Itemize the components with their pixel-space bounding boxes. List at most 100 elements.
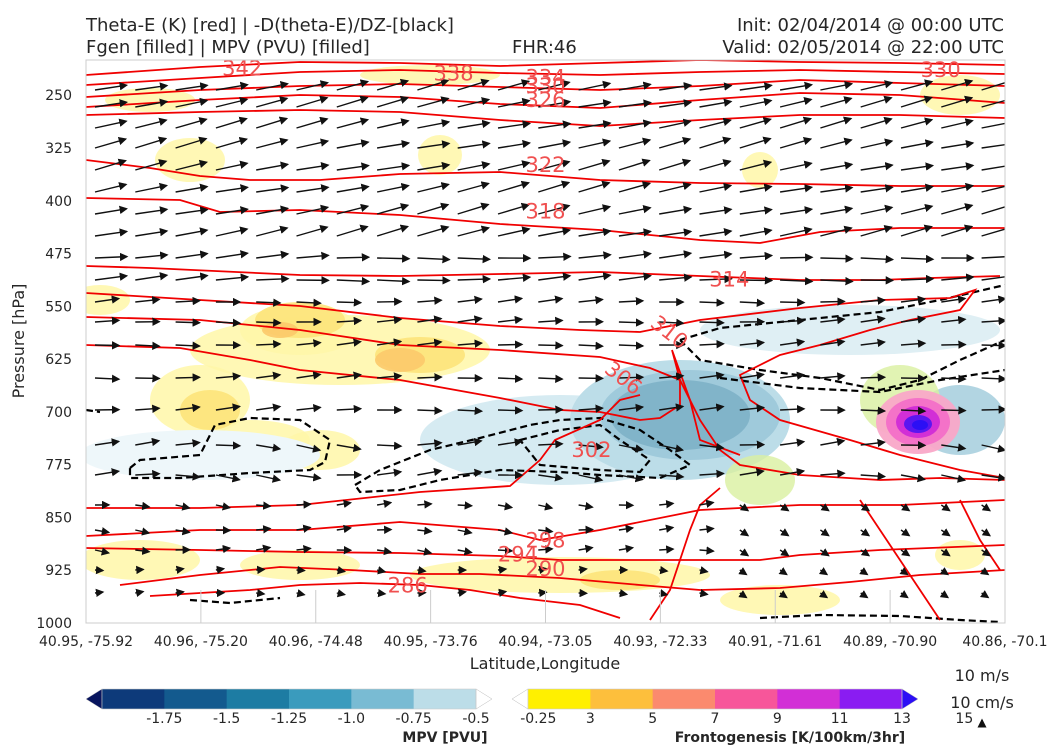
wind-vector: [94, 316, 121, 325]
wind-vector: [780, 371, 806, 380]
wind-vector: [578, 341, 604, 351]
wind-vector: [256, 274, 290, 284]
wind-vector: [981, 295, 1005, 304]
wind-vector: [256, 184, 290, 193]
theta-e-contour-label: 330: [525, 74, 565, 98]
y-tick-label: 925: [45, 563, 72, 579]
wind-vector: [659, 565, 669, 575]
wind-vector: [578, 180, 611, 193]
wind-vector: [739, 82, 773, 91]
wind-vector: [578, 442, 604, 451]
wind-vector: [618, 373, 645, 382]
wind-vector: [135, 295, 161, 305]
wind-vector: [135, 182, 169, 193]
wind-vector: [175, 272, 209, 281]
wind-vector: [699, 589, 709, 598]
wind-vector: [256, 161, 290, 171]
wind-vector: [699, 274, 733, 284]
wind-vector: [659, 99, 693, 108]
fgen-weak-region: [418, 135, 462, 175]
wind-vector: [175, 136, 208, 149]
theta-e-contour: [86, 394, 641, 509]
wind-vector: [417, 467, 443, 477]
wind-vector: [175, 97, 209, 108]
wind-vector: [296, 444, 322, 453]
mpv-colorbar: -1.75 -1.5 -1.25 -1.0 -0.75 -0.5 -0.25: [85, 688, 556, 727]
wind-vector: [981, 165, 1005, 171]
wind-vector: [578, 138, 612, 149]
wind-vector: [981, 405, 1005, 414]
colorbar-tick-label: 5: [648, 711, 657, 727]
wind-vector: [699, 159, 732, 171]
wind-vector: [417, 224, 450, 237]
y-tick-label: 775: [45, 458, 72, 474]
wind-vector: [699, 442, 725, 452]
wind-vector: [860, 528, 871, 537]
wind-vector: [981, 256, 1005, 259]
wind-vector: [376, 182, 410, 193]
wind-vector: [296, 500, 312, 509]
wind-vector: [659, 228, 693, 237]
title-line-2: Fgen [filled] | MPV (PVU) [filled]: [86, 37, 370, 58]
wind-vector: [699, 499, 715, 508]
colorbar-segment: [839, 689, 903, 709]
wind-vector: [981, 473, 1005, 482]
wind-vector: [739, 227, 773, 237]
wind-vector: [336, 224, 369, 237]
wind-vector: [175, 502, 191, 511]
x-tick-label: 40.91, -71.61: [728, 634, 822, 650]
wind-vector: [175, 588, 185, 598]
wind-vector: [256, 525, 272, 534]
wind-vector: [900, 162, 935, 171]
wind-vector: [457, 181, 490, 193]
wind-vector: [739, 251, 774, 261]
colorbar-segment: [777, 689, 841, 709]
wind-vector: [739, 339, 766, 348]
wind-vector: [336, 139, 370, 149]
wind-vector: [900, 139, 934, 149]
wind-vector: [376, 203, 410, 215]
wind-vector: [659, 118, 692, 129]
colorbar-segment: [102, 689, 165, 709]
wind-vector: [779, 116, 813, 129]
wind-vector: [940, 548, 951, 557]
wind-vector: [256, 544, 272, 553]
wind-vector: [820, 297, 846, 306]
wind-vector: [738, 590, 748, 599]
wind-vector: [860, 315, 886, 324]
stability-contours: [86, 283, 1005, 623]
wind-vector: [860, 296, 887, 305]
wind-vector: [578, 120, 612, 129]
colorbar-tick-label: -1.5: [213, 711, 240, 727]
wind-vector: [900, 79, 934, 91]
fgen-weak-region: [360, 65, 500, 85]
wind-vector: [981, 143, 1005, 149]
wind-vector: [699, 206, 733, 215]
wind-vector: [336, 298, 363, 307]
wind-vector: [135, 501, 151, 511]
wind-vector: [256, 298, 282, 307]
wind-vector: [296, 251, 330, 261]
wind-vector: [659, 205, 693, 215]
wind-vector: [538, 98, 572, 108]
wind-vector: [699, 250, 733, 260]
wind-vector: [417, 119, 451, 129]
theta-e-labels: 342 338 3343303263223183143103063022982942…: [222, 60, 961, 598]
wind-vector: [417, 96, 450, 108]
colorbar-extend-right: [901, 688, 919, 710]
wind-vector: [417, 161, 451, 171]
y-tick-label: 625: [45, 352, 72, 368]
theta-e-contour-label: 322: [525, 153, 565, 177]
wind-vector: [94, 527, 111, 536]
wind-vector: [215, 273, 250, 282]
wind-vector: [538, 79, 571, 91]
wind-vector: [377, 588, 387, 598]
colorbar-segment: [289, 689, 352, 709]
wind-vector: [417, 547, 433, 556]
wind-vector: [779, 136, 813, 149]
wind-vector: [900, 274, 935, 284]
theta-e-contour-label: 318: [525, 199, 565, 223]
wind-vector: [659, 82, 693, 91]
wind-vector: [256, 588, 266, 598]
